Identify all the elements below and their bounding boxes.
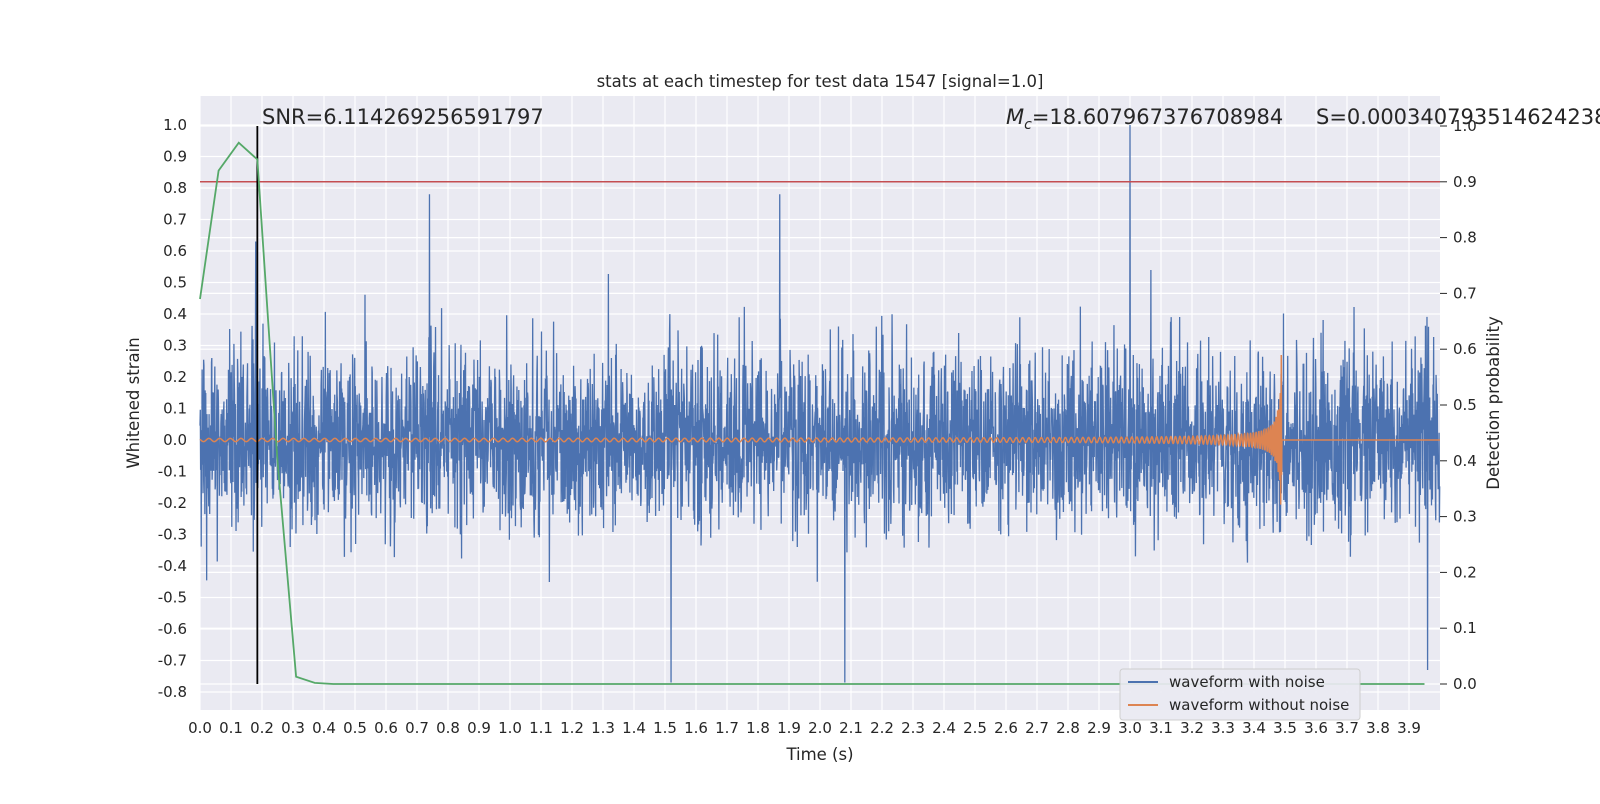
y-axis-label-right: Detection probability: [1484, 316, 1503, 490]
series-line-waveform-with-noise: [199, 124, 1441, 683]
x-tick-label: 3.0: [1118, 719, 1142, 737]
s-annotation: S=0.0003407935146242380: [1316, 105, 1600, 129]
y-tick-label-right: 0.8: [1453, 229, 1477, 247]
y-tick-label-right: 0.0: [1453, 675, 1477, 693]
probability-series: [199, 141, 1425, 685]
x-tick-label: 3.4: [1242, 719, 1266, 737]
y-tick-label-left: -0.8: [158, 683, 187, 701]
series-line-waveform-without-noise: [199, 355, 1440, 505]
y-tick-label-left: 0.2: [163, 368, 187, 386]
y-tick-label-right: 1.0: [1453, 117, 1477, 135]
mc-annotation: Mc=18.607967376708984: [1006, 105, 1283, 133]
snr-annotation: SNR=6.114269256591797: [262, 105, 544, 129]
y-tick-label-left: -0.2: [158, 494, 187, 512]
mc-subscript: c: [1024, 117, 1032, 133]
legend: waveform with noise waveform without noi…: [1119, 668, 1361, 721]
mc-symbol: M: [1006, 105, 1024, 129]
x-tick-label: 0.5: [343, 719, 367, 737]
x-tick-label: 0.0: [188, 719, 212, 737]
mc-value: =18.607967376708984: [1032, 105, 1283, 129]
x-tick-label: 3.5: [1273, 719, 1297, 737]
y-tick-label-left: -0.4: [158, 557, 187, 575]
x-tick-label: 0.7: [405, 719, 429, 737]
x-tick-label: 0.4: [312, 719, 336, 737]
noise-series: [199, 124, 1441, 683]
x-tick-label: 3.7: [1335, 719, 1359, 737]
x-tick-label: 1.6: [684, 719, 708, 737]
y-tick-label-left: 0.3: [163, 337, 187, 355]
y-tick-label-left: 0.4: [163, 305, 187, 323]
y-tick-label-right: 0.3: [1453, 508, 1477, 526]
tick-labels: 0.0 0.1 0.2 0.3 0.4 0.5 0.6 0.7 0.8 0.9 1.0 1.1 1.2 1…: [158, 116, 1477, 737]
y-tick-label-right: 0.2: [1453, 563, 1477, 581]
chart-title: stats at each timestep for test data 154…: [597, 72, 1044, 91]
x-tick-label: 1.0: [498, 719, 522, 737]
x-tick-label: 0.3: [281, 719, 305, 737]
y-tick-label-left: -0.6: [158, 620, 187, 638]
x-tick-label: 1.3: [591, 719, 615, 737]
y-tick-label-left: 0.7: [163, 211, 187, 229]
y-tick-label-left: 0.9: [163, 148, 187, 166]
legend-box: [1119, 668, 1361, 721]
y-tick-label-right: 0.9: [1453, 173, 1477, 191]
x-tick-label: 2.4: [932, 719, 956, 737]
x-tick-label: 2.0: [808, 719, 832, 737]
x-axis-label: Time (s): [785, 745, 853, 764]
x-tick-label: 3.1: [1149, 719, 1173, 737]
x-tick-label: 2.8: [1056, 719, 1080, 737]
y-tick-label-left: 0.8: [163, 179, 187, 197]
x-tick-label: 2.5: [963, 719, 987, 737]
x-tick-label: 2.2: [870, 719, 894, 737]
clean-series: [199, 355, 1440, 505]
x-tick-label: 1.8: [746, 719, 770, 737]
y-tick-label-right: 0.7: [1453, 284, 1477, 302]
x-tick-label: 3.8: [1366, 719, 1390, 737]
x-tick-label: 1.1: [529, 719, 553, 737]
y-tick-label-left: -0.3: [158, 526, 187, 544]
y-axis-label-left-text: Whitened strain: [124, 337, 143, 468]
y-tick-label-left: 0.0: [163, 431, 187, 449]
legend-label-clean: waveform without noise: [1169, 696, 1349, 714]
x-tick-label: 1.7: [715, 719, 739, 737]
x-tick-label: 3.2: [1180, 719, 1204, 737]
y-tick-label-left: 1.0: [163, 116, 187, 134]
x-tick-label: 1.4: [622, 719, 646, 737]
y-tick-label-left: -0.5: [158, 589, 187, 607]
y-tick-label-right: 0.5: [1453, 396, 1477, 414]
x-tick-label: 1.9: [777, 719, 801, 737]
x-tick-label: 0.6: [374, 719, 398, 737]
x-tick-label: 0.9: [467, 719, 491, 737]
x-tick-label: 3.9: [1397, 719, 1421, 737]
x-tick-label: 2.1: [839, 719, 863, 737]
x-tick-label: 1.2: [560, 719, 584, 737]
legend-label-noise: waveform with noise: [1169, 673, 1325, 691]
x-tick-label: 2.9: [1087, 719, 1111, 737]
x-tick-label: 1.5: [653, 719, 677, 737]
y-tick-label-left: 0.6: [163, 242, 187, 260]
y-tick-label-right: 0.4: [1453, 452, 1477, 470]
x-tick-label: 0.8: [436, 719, 460, 737]
overlay-lines: [200, 126, 1440, 684]
x-tick-label: 0.2: [250, 719, 274, 737]
series-line-detection-probability: [199, 141, 1425, 685]
y-tick-label-left: -0.7: [158, 652, 187, 670]
y-tick-label-left: -0.1: [158, 463, 187, 481]
y-tick-label-right: 0.6: [1453, 340, 1477, 358]
y-tick-label-right: 0.1: [1453, 619, 1477, 637]
x-tick-label: 0.1: [219, 719, 243, 737]
y-tick-label-left: 0.1: [163, 400, 187, 418]
x-tick-label: 2.6: [994, 719, 1018, 737]
x-tick-label: 2.7: [1025, 719, 1049, 737]
x-tick-label: 3.3: [1211, 719, 1235, 737]
x-tick-label: 3.6: [1304, 719, 1328, 737]
y-tick-label-left: 0.5: [163, 274, 187, 292]
x-tick-label: 2.3: [901, 719, 925, 737]
